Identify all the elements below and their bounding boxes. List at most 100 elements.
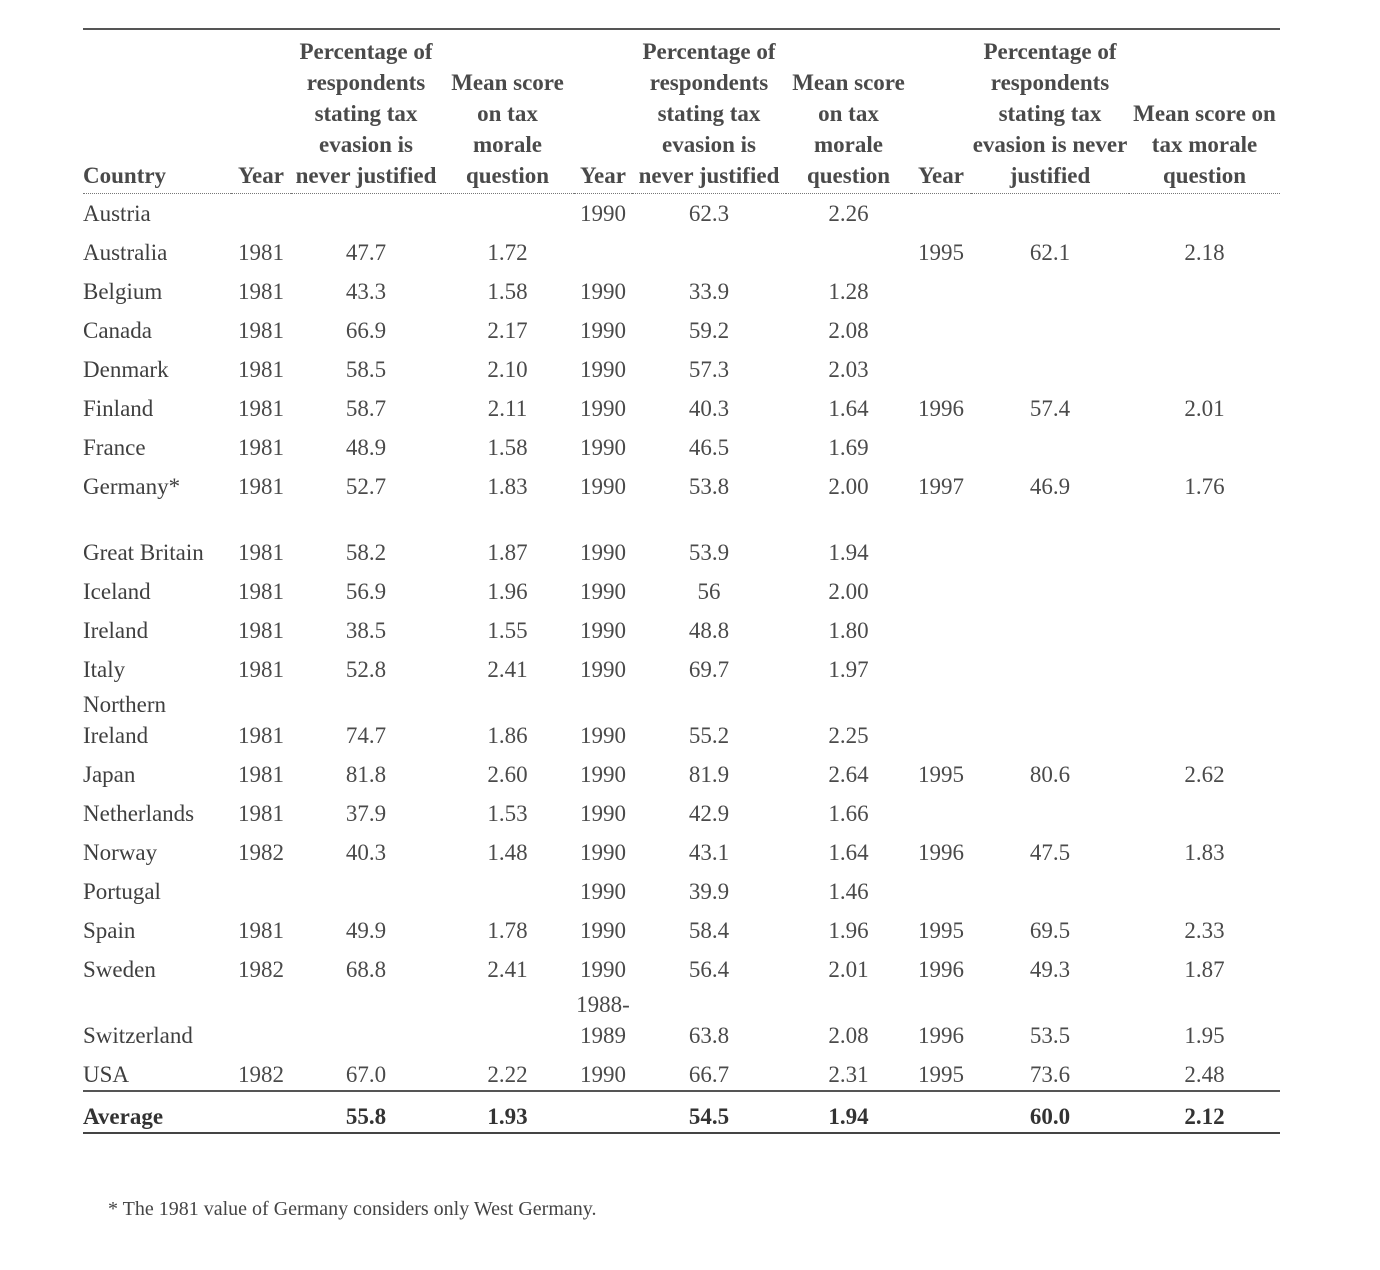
- year-2-cell: 1990: [580, 1062, 626, 1087]
- tax-morale-table: Country Year Percentage of respondents s…: [83, 28, 1280, 1134]
- mean-1-cell: 2.41: [487, 657, 528, 682]
- pct-3-cell: [971, 424, 1129, 463]
- pct-2-cell: 63.8: [688, 1023, 730, 1048]
- mean-2-cell: 1.64: [828, 840, 869, 865]
- pct-3-cell: 62.1: [1029, 240, 1071, 265]
- country-cell: Switzerland: [83, 1023, 193, 1048]
- mean-2-cell: 1.69: [828, 435, 869, 460]
- pct-3-cell: [971, 194, 1129, 230]
- pct-2-cell: 58.4: [688, 918, 730, 943]
- average-pct-3-cell: 60.0: [971, 1090, 1129, 1133]
- year-2-cell: 1990: [580, 357, 626, 382]
- mean-3-cell: 1.95: [1184, 1023, 1225, 1048]
- pct-3-cell: [971, 502, 1129, 568]
- country-cell: Ireland: [83, 618, 149, 643]
- year-2-cell: 1990: [580, 657, 626, 682]
- table-row: Spain 1981 49.9 1.78 1990 58.4 1.96 1995 69.5 2.3…: [83, 907, 1280, 946]
- average-mean-2-cell: 1.94: [786, 1090, 911, 1133]
- year-3-cell: 1996: [918, 957, 964, 982]
- average-row: Average 55.8 1.93 54.5 1.94 60.0 2.12: [83, 1090, 1280, 1133]
- mean-1-cell: 2.10: [487, 357, 528, 382]
- year-1-cell: 1981: [238, 918, 284, 943]
- country-cell: Austria: [83, 201, 151, 226]
- pct-3-cell: 47.5: [1029, 840, 1071, 865]
- pct-2-cell: 53.9: [688, 540, 730, 565]
- mean-2-cell: 1.97: [828, 657, 869, 682]
- mean-1-cell: 1.58: [487, 435, 528, 460]
- table-row: Northern Ireland 1981 74.7 1.86 1990 55.2 2.25: [83, 685, 1280, 751]
- year-2-cell: 1990: [580, 918, 626, 943]
- year-3-cell: [911, 194, 971, 230]
- pct-3-cell: [971, 568, 1129, 607]
- country-cell: Italy: [83, 657, 126, 682]
- year-3-cell: [911, 346, 971, 385]
- pct-2-cell: 55.2: [688, 723, 730, 748]
- mean-2-cell: 1.96: [828, 918, 869, 943]
- mean-3-cell: [1129, 346, 1280, 385]
- year-2-cell: 1990: [580, 396, 626, 421]
- mean-2-cell: 2.03: [828, 357, 869, 382]
- pct-2-cell: 48.8: [688, 618, 730, 643]
- year-1-cell: [231, 868, 291, 907]
- pct-2-cell: 56.4: [688, 957, 730, 982]
- pct-1-cell: 74.7: [345, 723, 387, 748]
- pct-1-cell: 58.7: [345, 396, 387, 421]
- table-row: Germany* 1981 52.7 1.83 1990 53.8 2.00 1997 46.9…: [83, 463, 1280, 502]
- year-2-cell: 1990: [580, 840, 626, 865]
- country-cell: Finland: [83, 396, 154, 421]
- pct-3-cell: [971, 868, 1129, 907]
- mean-1-cell: 2.22: [487, 1062, 528, 1087]
- average-label: Average: [83, 1090, 231, 1133]
- pct-2-cell: 46.5: [688, 435, 730, 460]
- year-3-cell: 1996: [918, 1023, 964, 1048]
- mean-1-cell: 1.58: [487, 279, 528, 304]
- year-3-cell: [911, 607, 971, 646]
- mean-3-cell: [1129, 194, 1280, 230]
- year-3-cell: 1995: [918, 918, 964, 943]
- year-3-cell: 1996: [918, 840, 964, 865]
- pct-1-cell: [291, 985, 441, 1051]
- pct-3-cell: [971, 685, 1129, 751]
- mean-1-cell: 2.11: [487, 396, 528, 421]
- pct-2-cell: 62.3: [688, 201, 730, 226]
- pct-1-cell: 40.3: [345, 840, 387, 865]
- pct-2-cell: 59.2: [688, 318, 730, 343]
- pct-2-cell: 56: [697, 579, 721, 604]
- pct-3-cell: [971, 268, 1129, 307]
- mean-3-cell: 2.48: [1184, 1062, 1225, 1087]
- pct-3-cell: 46.9: [1029, 474, 1071, 499]
- year-3-cell: 1997: [918, 474, 964, 499]
- header-mean-1: Mean score on tax morale question: [441, 29, 574, 194]
- year-2-cell: 1990: [580, 579, 626, 604]
- pct-2-cell: 81.9: [688, 762, 730, 787]
- mean-2-cell: 1.64: [828, 396, 869, 421]
- mean-1-cell: 1.48: [487, 840, 528, 865]
- mean-1-cell: 2.60: [487, 762, 528, 787]
- year-3-cell: [911, 646, 971, 685]
- pct-1-cell: 58.5: [345, 357, 387, 382]
- year-3-cell: 1995: [918, 762, 964, 787]
- year-3-cell: [911, 424, 971, 463]
- header-pct-2: Percentage of respondents stating tax ev…: [632, 29, 786, 194]
- mean-1-cell: 2.41: [487, 957, 528, 982]
- pct-1-cell: 37.9: [345, 801, 387, 826]
- mean-3-cell: 1.83: [1184, 840, 1225, 865]
- table-row: Switzerland 1988-1989 63.8 2.08 1996 53.5 1.95: [83, 985, 1280, 1051]
- pct-1-cell: 38.5: [345, 618, 387, 643]
- year-3-cell: [911, 685, 971, 751]
- mean-3-cell: [1129, 790, 1280, 829]
- mean-3-cell: [1129, 268, 1280, 307]
- year-2-cell: 1990: [580, 762, 626, 787]
- table-row: Great Britain 1981 58.2 1.87 1990 53.9 1.94: [83, 502, 1280, 568]
- pct-2-cell: 66.7: [688, 1062, 730, 1087]
- country-cell: Great Britain: [83, 540, 204, 565]
- mean-2-cell: 2.31: [828, 1062, 869, 1087]
- table-body: Austria 1990 62.3 2.26 Australia 1981 47.7 1.72…: [83, 194, 1280, 1133]
- pct-1-cell: [291, 194, 441, 230]
- year-3-cell: [911, 268, 971, 307]
- pct-1-cell: [291, 868, 441, 907]
- mean-2-cell: 2.08: [828, 318, 869, 343]
- table-row: Iceland 1981 56.9 1.96 1990 56 2.00: [83, 568, 1280, 607]
- year-1-cell: 1981: [238, 240, 284, 265]
- country-cell: USA: [83, 1062, 130, 1087]
